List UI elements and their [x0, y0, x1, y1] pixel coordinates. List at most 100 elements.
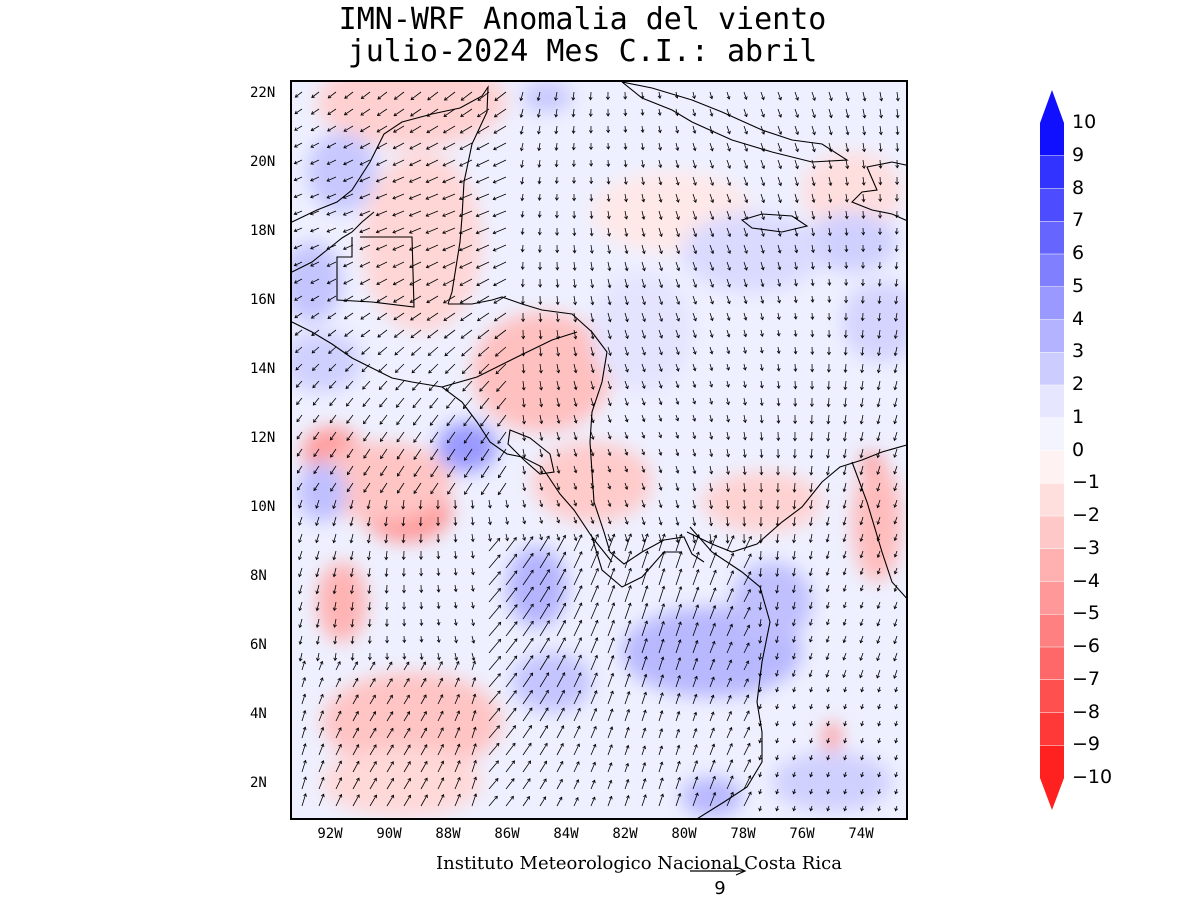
wind-vector	[607, 346, 611, 356]
wind-vector-head	[894, 248, 899, 253]
wind-vector	[624, 414, 628, 422]
wind-vector-head	[859, 437, 864, 442]
wind-vector-head	[561, 672, 566, 676]
anomaly-blob	[842, 282, 906, 362]
wind-vector	[360, 142, 371, 149]
wind-vector-head	[436, 522, 441, 527]
wind-vector	[743, 278, 747, 287]
wind-vector	[692, 728, 697, 739]
wind-vector	[607, 551, 615, 569]
wind-vector-head	[559, 778, 563, 783]
wind-vector-head	[761, 216, 765, 221]
wind-vector	[658, 329, 663, 339]
wind-vector-head	[675, 147, 680, 152]
wind-vector-head	[842, 571, 847, 576]
wind-vector-head	[422, 661, 427, 666]
wind-vector-head	[843, 773, 848, 778]
wind-vector	[352, 744, 359, 756]
wind-vector	[369, 744, 377, 756]
wind-vector-head	[775, 590, 779, 594]
wind-vector	[776, 737, 779, 743]
wind-vector	[410, 312, 422, 321]
wind-vector	[658, 227, 662, 237]
wind-vector	[477, 91, 490, 101]
wind-vector	[476, 278, 490, 286]
wind-vector	[743, 244, 748, 254]
wind-vector-head	[808, 522, 813, 527]
wind-vector-head	[658, 164, 663, 169]
credit-text: Instituto Meteorologico Nacional Costa R…	[436, 853, 842, 874]
wind-vector-head	[623, 112, 628, 117]
wind-vector	[794, 465, 796, 476]
wind-vector	[539, 672, 549, 688]
wind-vector-head	[893, 470, 897, 475]
wind-vector-head	[442, 146, 447, 150]
wind-vector-head	[430, 456, 434, 461]
wind-vector-head	[660, 638, 665, 643]
wind-vector	[624, 482, 628, 490]
wind-vector-head	[711, 676, 715, 681]
wind-vector-head	[692, 95, 696, 100]
wind-vector	[386, 678, 393, 688]
wind-vector	[394, 346, 405, 356]
wind-vector	[539, 603, 550, 620]
wind-vector	[624, 210, 627, 219]
wind-vector	[352, 794, 360, 807]
wind-vector-head	[558, 796, 563, 801]
wind-vector-head	[677, 776, 681, 781]
wind-vector	[709, 312, 713, 321]
wind-vector-head	[343, 128, 348, 132]
wind-vector-head	[812, 131, 816, 136]
wind-vector	[520, 91, 524, 101]
wind-vector	[443, 108, 456, 117]
wind-vector-head	[877, 352, 881, 357]
wind-vector-head	[826, 403, 831, 408]
wind-vector	[295, 329, 303, 336]
wind-vector-head	[827, 282, 832, 286]
wind-vector-head	[778, 182, 782, 187]
wind-vector-head	[555, 249, 560, 254]
wind-vector	[443, 295, 456, 304]
wind-vector	[420, 618, 422, 626]
wind-vector-head	[677, 674, 681, 679]
wind-vector	[495, 363, 507, 374]
wind-vector	[675, 793, 681, 807]
wind-vector-head	[693, 711, 698, 716]
wind-vector-head	[842, 454, 847, 459]
wind-vector-head	[808, 555, 813, 560]
wind-vector	[447, 482, 456, 495]
wind-vector	[294, 176, 303, 181]
wind-vector	[759, 703, 762, 709]
wind-vector	[793, 533, 796, 543]
wind-vector-head	[430, 439, 434, 444]
wind-vector-head	[573, 386, 578, 391]
wind-vector-head	[343, 281, 347, 285]
wind-vector-head	[743, 419, 747, 424]
wind-vector-head	[392, 281, 397, 286]
wind-vector-head	[395, 386, 399, 391]
wind-vector	[377, 312, 388, 320]
wind-vector-head	[530, 603, 534, 608]
wind-vector	[539, 707, 549, 722]
wind-vector	[311, 312, 320, 319]
wind-vector-head	[777, 283, 782, 287]
wind-vector-head	[332, 607, 337, 612]
colorbar-level-label: −7	[1072, 667, 1101, 690]
wind-vector-head	[392, 247, 397, 251]
wind-vector	[878, 346, 881, 356]
wind-vector	[477, 108, 490, 118]
wind-vector	[641, 692, 647, 705]
wind-vector-head	[472, 726, 477, 731]
colorbar-level-label: −6	[1072, 635, 1101, 657]
wind-vector-head	[445, 370, 449, 374]
wind-vector-head	[758, 688, 763, 693]
wind-vector	[743, 499, 745, 509]
wind-vector	[316, 618, 320, 628]
wind-vector-head	[392, 212, 396, 217]
wind-vector-head	[315, 624, 320, 629]
wind-vector	[494, 108, 507, 118]
wind-vector-head	[860, 807, 865, 812]
wind-vector	[573, 761, 580, 773]
wind-vector-head	[497, 457, 502, 462]
wind-vector	[539, 690, 549, 705]
